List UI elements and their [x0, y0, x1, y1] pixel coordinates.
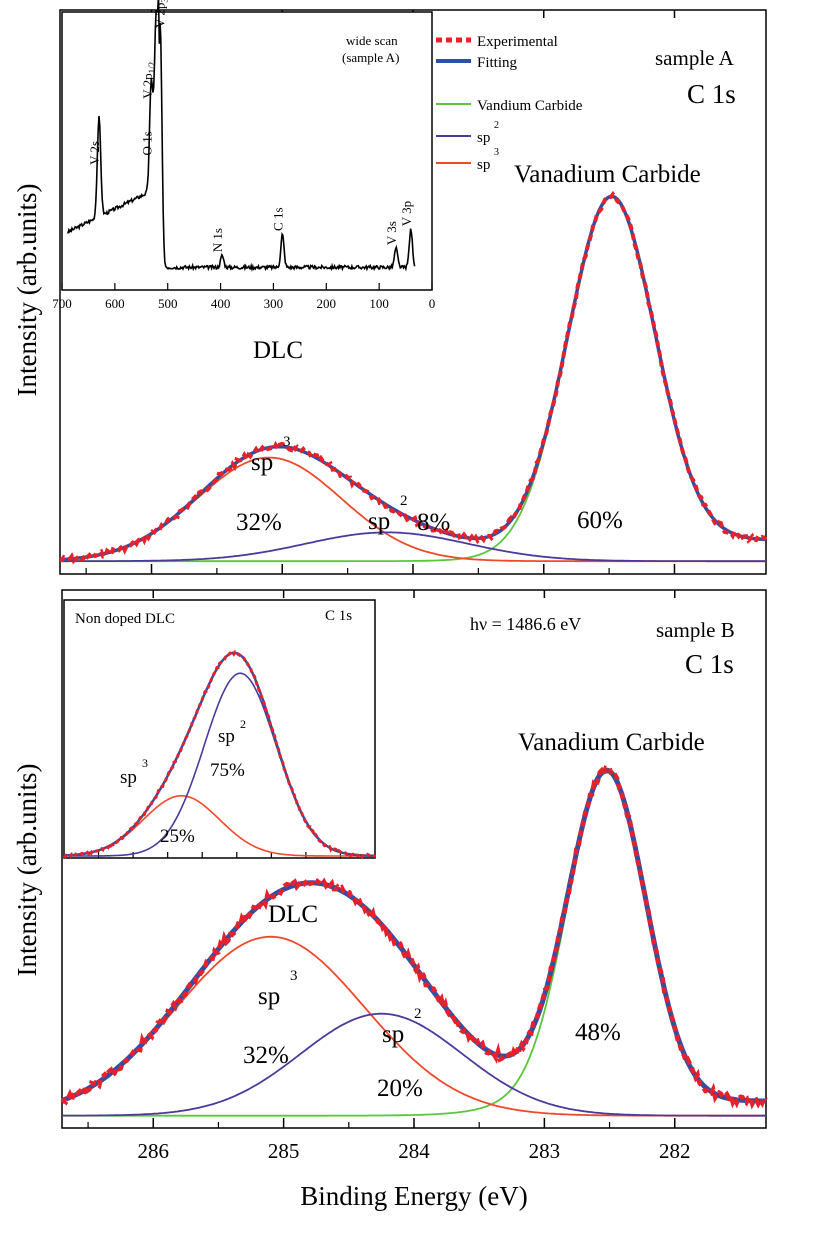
panel-sample-a: Intensity (arb.units) DLC Vanadium Carbi… [12, 0, 768, 575]
panel-a-sample-label: sample A [655, 46, 735, 70]
inset-wide-peak-label: O 1s [139, 131, 154, 155]
legend-sp2-sup: 2 [494, 120, 499, 131]
panel-b-sp2-percent: 20% [377, 1075, 423, 1102]
inset-nd-sp3-percent: 25% [160, 826, 195, 847]
inset-nd-sp3-sup: 3 [142, 756, 148, 770]
legend-sp3-sup: 3 [494, 147, 499, 158]
panel-b-dlc-label: DLC [268, 901, 318, 928]
inset-nd-sp2-percent: 75% [210, 760, 245, 781]
inset-nd-sp2-label: sp [218, 726, 235, 747]
panel-a-experimental [59, 190, 768, 565]
panel-a-sp2-sup: 2 [400, 493, 408, 509]
panel-a-sp2-percent: 8% [417, 509, 450, 536]
inset-wide-peak-label: C 1s [270, 207, 285, 230]
panel-b-ylabel: Intensity (arb.units) [12, 764, 42, 977]
panel-a-ylabel: Intensity (arb.units) [12, 184, 42, 397]
inset-nd-sp2-sup: 2 [240, 717, 246, 731]
panel-a-carbide-label: Vanadium Carbide [514, 161, 701, 188]
x-tick-label-282: 282 [659, 1139, 691, 1163]
inset-wide-tick-label-0: 0 [429, 296, 436, 311]
inset-wide-tick-label-700: 700 [52, 296, 72, 311]
inset-wide-scan: 700 600 500 400 300 200 100 0 wide scan (sample… [52, 0, 435, 311]
panel-a-core-level: C 1s [687, 79, 736, 109]
x-tick-label-283: 283 [529, 1139, 561, 1163]
legend-experimental-label: Experimental [477, 34, 558, 50]
component-sp2 [62, 1012, 766, 1117]
inset-wide-title: wide scan [346, 33, 398, 48]
legend: Experimental Fitting Vandium Carbide sp … [436, 34, 583, 173]
inset-non-doped-dlc: Non doped DLC C 1s sp 2 75% sp 3 25% [63, 599, 377, 860]
panel-b-carbide-label: Vanadium Carbide [518, 729, 705, 756]
inset-wide-tick-label-300: 300 [264, 296, 284, 311]
panel-b-sample-label: sample B [656, 618, 735, 642]
inset-wide-ticks: 700 600 500 400 300 200 100 0 [52, 283, 435, 311]
x-axis-label: Binding Energy (eV) [300, 1181, 527, 1211]
panel-a-carbide-percent: 60% [577, 507, 623, 534]
inset-nd-title: Non doped DLC [75, 611, 175, 627]
inset-wide-peak-label: N 1s [210, 228, 225, 252]
panel-b-sp3-sup: 3 [290, 968, 298, 984]
panel-a-sp3-label: sp [251, 449, 273, 476]
panel-b-ticks: 286 285 284 283 282 [87, 590, 691, 1163]
panel-b-sp2-sup: 2 [414, 1006, 422, 1022]
inset-wide-tick-label-200: 200 [317, 296, 337, 311]
inset-wide-tick-label-500: 500 [158, 296, 178, 311]
inset-wide-tick-label-400: 400 [211, 296, 231, 311]
photon-energy-label: hν = 1486.6 eV [470, 614, 581, 634]
x-tick-label-284: 284 [398, 1139, 430, 1163]
x-tick-label-286: 286 [138, 1139, 170, 1163]
inset-wide-spectrum [67, 0, 416, 272]
inset-wide-tick-label-600: 600 [105, 296, 125, 311]
component-sp3 [59, 456, 766, 563]
inset-nd-sp3-label: sp [120, 767, 137, 788]
component-sp2 [60, 531, 766, 563]
panel-b-carbide-percent: 48% [575, 1019, 621, 1046]
panel-a-sp2-label: sp [368, 508, 390, 535]
panel-b-sp3-percent: 32% [243, 1042, 289, 1069]
inset-wide-frame [61, 11, 433, 291]
experimental-curve [60, 765, 768, 1110]
legend-sp2-label: sp [477, 130, 490, 146]
inset-nd-core-level: C 1s [325, 608, 352, 624]
panel-b-sp2-label: sp [382, 1021, 404, 1048]
inset-wide-subtitle: (sample A) [342, 50, 399, 65]
panel-b-experimental [60, 765, 768, 1110]
panel-a-sp3-percent: 32% [236, 509, 282, 536]
x-tick-label-285: 285 [268, 1139, 300, 1163]
inset-wide-peak-label: V 3s [384, 221, 399, 245]
panel-b-core-level: C 1s [685, 649, 734, 679]
experimental-curve [59, 190, 768, 565]
inset-wide-peak-label: V 3p [399, 201, 414, 226]
panel-b-sp3-label: sp [258, 983, 280, 1010]
inset-wide-peak-labels: V 2s O 1s V 2p1/2 V 2p3/2 N 1s C 1s V 3sV 3p [87, 0, 414, 252]
panel-a-dlc-label: DLC [253, 337, 303, 364]
legend-sp3-label: sp [477, 157, 490, 173]
inset-nd-curves [63, 650, 377, 860]
legend-fitting-label: Fitting [477, 55, 518, 71]
inset-wide-peak-label: V 2p1/2 [140, 62, 157, 99]
panel-sample-b: 286 285 284 283 282 Intensity (arb.units) Bi… [12, 589, 768, 1211]
inset-nd-experimental-curve [63, 650, 377, 860]
inset-nd-frame [63, 599, 376, 859]
inset-wide-tick-label-100: 100 [369, 296, 389, 311]
inset-wide-peak-label: V 2s [87, 141, 102, 165]
legend-carbide-label: Vandium Carbide [477, 98, 583, 114]
panel-a-sp3-sup: 3 [283, 434, 291, 450]
inset-wide-peak-label: V 2p3/2 [152, 0, 169, 28]
